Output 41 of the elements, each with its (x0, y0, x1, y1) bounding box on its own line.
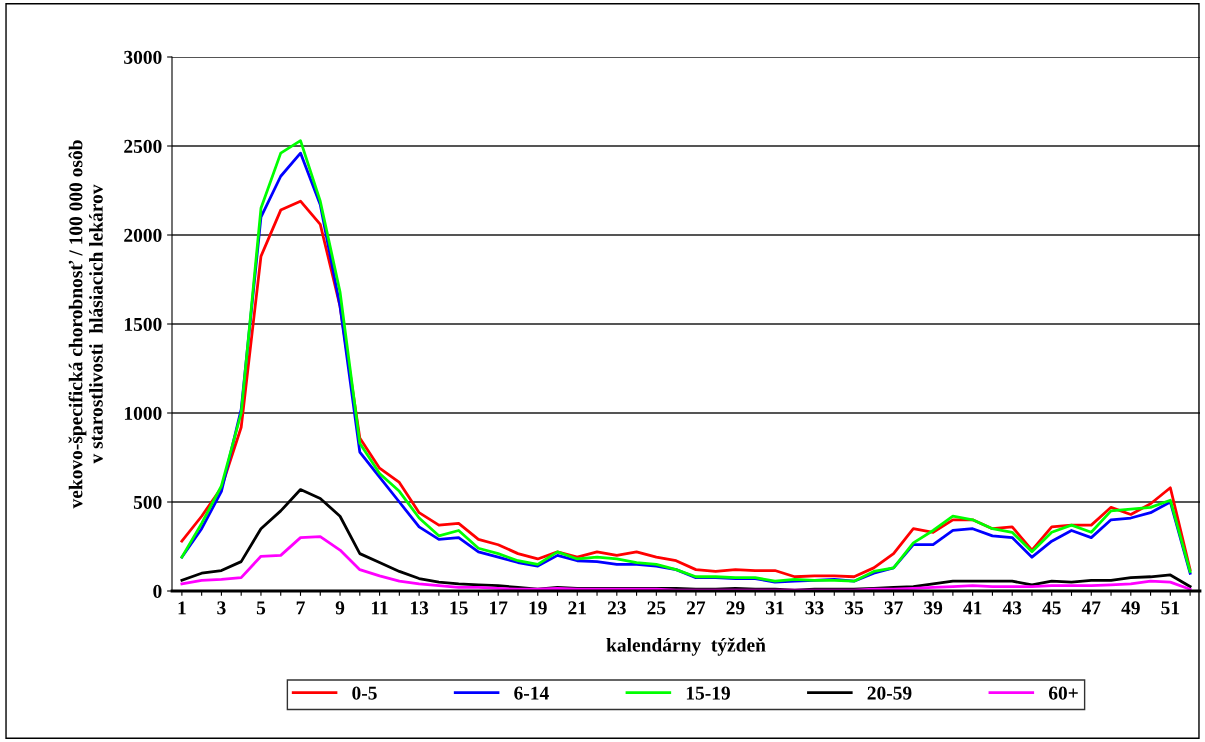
x-tick-label: 27 (686, 601, 706, 615)
y-axis-title: vekovo-špecifická chorobnosť / 100 000 osôb v starostlivosti hlásiacich lekárov (68, 140, 103, 509)
x-tick-label: 39 (924, 601, 943, 615)
x-tick-label: 19 (529, 601, 547, 615)
y-tick-label: 500 (133, 495, 162, 509)
x-tick-label: 37 (884, 601, 903, 615)
x-tick-label: 3 (217, 601, 226, 615)
x-tick-label: 21 (568, 601, 586, 615)
x-tick-label: 45 (1042, 601, 1061, 615)
legend-label: 15-19 (686, 686, 730, 700)
x-tick-label: 7 (296, 601, 305, 615)
legend-label: 0-5 (352, 686, 377, 700)
y-tick-label: 2000 (124, 228, 162, 242)
x-tick-label: 29 (726, 601, 745, 615)
x-tick-label: 17 (490, 601, 508, 615)
y-tick-label: 1000 (124, 406, 162, 420)
y-tick-label: 0 (153, 584, 162, 598)
x-tick-label: 25 (647, 601, 666, 615)
y-tick-label: 3000 (124, 50, 162, 64)
x-tick-label: 31 (765, 601, 784, 615)
x-tick-label: 43 (1002, 601, 1022, 615)
x-tick-label: 35 (845, 601, 864, 615)
line-series (180, 535, 1192, 591)
x-tick-label: 11 (371, 601, 388, 615)
x-tick-label: 51 (1161, 601, 1180, 615)
x-tick-label: 15 (450, 601, 468, 615)
x-tick-label: 41 (963, 601, 982, 615)
x-tick-label: 33 (805, 601, 824, 615)
x-tick-label: 13 (410, 601, 429, 615)
legend-label: 60+ (1048, 686, 1078, 700)
x-axis-title: kalendárny týždeň (606, 637, 766, 656)
x-tick-label: 49 (1121, 601, 1140, 615)
y-tick-label: 2500 (124, 139, 162, 153)
legend-label: 6-14 (514, 686, 549, 700)
y-tick-label: 1500 (124, 317, 162, 331)
x-tick-label: 9 (335, 601, 345, 615)
legend-label: 20-59 (867, 686, 912, 700)
x-tick-label: 5 (256, 601, 266, 615)
x-tick-label: 23 (607, 601, 626, 615)
x-tick-label: 1 (178, 601, 186, 615)
x-tick-label: 47 (1081, 601, 1101, 615)
